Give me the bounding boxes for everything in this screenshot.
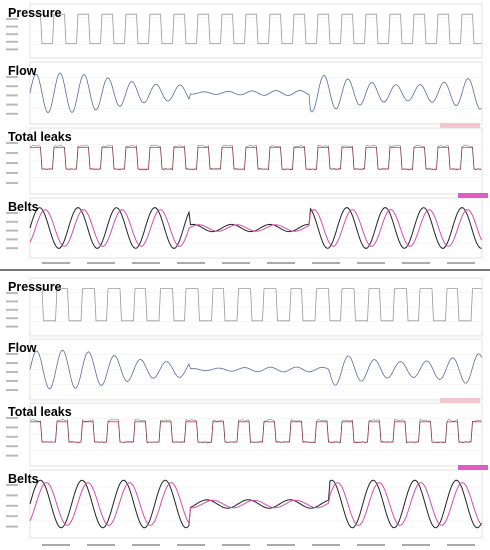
trace-label: Flow [8,341,37,355]
axis-tick-text [6,515,18,518]
flow-trace [29,72,482,114]
legend-chip [440,123,480,128]
axis-tick-text [6,435,18,438]
pressure-trace [30,288,482,322]
axis-tick-text [6,504,18,507]
leak-trace-overlay [29,144,482,171]
time-axis-text [87,544,115,546]
time-axis-text [312,262,340,264]
axis-tick-text [6,371,18,373]
time-axis-text [177,262,205,264]
axis-tick-text [6,300,18,303]
time-axis-text [447,262,475,264]
axis-tick-text [6,152,18,154]
axis-tick-text [6,212,18,214]
axis-tick-text [6,162,18,164]
axis-tick-text [6,229,18,232]
trace-label: Belts [8,200,39,214]
axis-tick-text [6,525,18,528]
axis-tick-text [6,484,18,486]
axis-tick-text [6,247,18,250]
axis-tick-text [6,94,18,97]
time-axis-text [222,262,250,264]
trace-label: Flow [8,64,37,78]
axis-tick-text [6,238,18,241]
trace-label: Total leaks [8,130,72,144]
time-axis-text [402,262,430,264]
axis-tick-text [6,18,18,20]
axis-tick-text [6,33,18,36]
trace-label: Total leaks [8,405,72,419]
axis-tick-text [6,454,18,457]
pressure-trace [30,13,482,44]
axis-tick-text [6,317,18,320]
axis-tick-text [6,48,18,51]
legend-chip [440,398,480,403]
axis-tick-text [6,172,18,174]
time-axis-text [132,262,160,264]
belt-abdomen [29,482,482,526]
axis-tick-text [6,292,18,294]
time-axis-text [447,544,475,546]
belt-thorax [29,479,482,529]
axis-tick-text [6,362,18,364]
time-axis-text [267,544,295,546]
axis-tick-text [6,220,18,223]
axis-tick-text [6,426,18,429]
axis-tick-text [6,25,18,28]
trace-label: Pressure [8,6,62,20]
axis-tick-text [6,112,18,115]
flow-trace [29,349,482,390]
axis-tick-text [6,389,18,391]
belt-thorax [29,207,482,249]
axis-tick-text [6,494,18,497]
legend-chip [458,193,488,198]
time-axis-text [132,544,160,546]
time-axis-text [402,544,430,546]
axis-tick-text [6,40,18,43]
trace-label: Pressure [8,280,62,294]
axis-tick-text [6,85,18,88]
time-axis-text [267,262,295,264]
axis-tick-text [6,353,18,355]
belt-abdomen [29,209,482,247]
axis-tick-text [6,308,18,311]
time-axis-text [42,262,70,264]
axis-tick-text [6,142,18,144]
time-axis-text [177,544,205,546]
time-axis-text [357,262,385,264]
axis-tick-text [6,380,18,382]
time-axis-text [222,544,250,546]
time-axis-text [357,544,385,546]
axis-tick-text [6,182,18,184]
time-axis-text [87,262,115,264]
time-axis-text [312,544,340,546]
axis-tick-text [6,325,18,328]
time-axis-text [42,544,70,546]
axis-tick-text [6,417,18,419]
axis-tick-text [6,103,18,106]
trace-label: Belts [8,472,39,486]
axis-tick-text [6,76,18,78]
leak-trace-overlay [30,418,482,444]
legend-chip [458,465,488,470]
axis-tick-text [6,445,18,448]
